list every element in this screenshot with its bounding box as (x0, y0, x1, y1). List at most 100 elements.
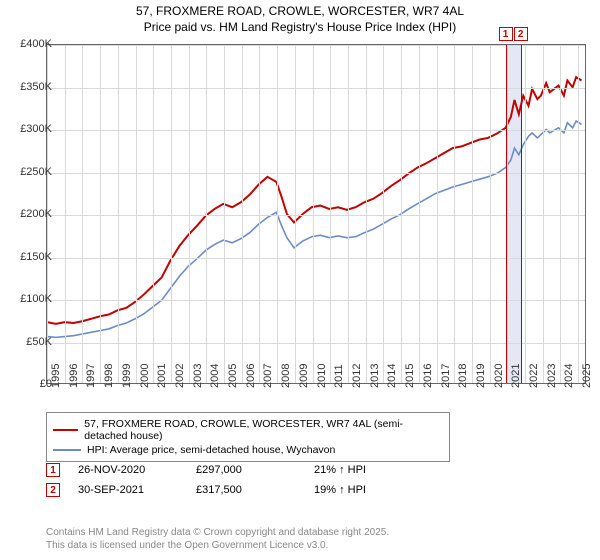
footer-line1: Contains HM Land Registry data © Crown c… (46, 526, 389, 539)
x-axis-label: 2000 (139, 364, 151, 388)
legend-item: HPI: Average price, semi-detached house,… (53, 443, 443, 457)
gridline-v (348, 45, 349, 383)
x-axis-label: 2023 (546, 364, 558, 388)
y-axis-label: £50K (26, 336, 52, 348)
gridline-v (437, 45, 438, 383)
x-axis-label: 2002 (174, 364, 186, 388)
gridline-v (242, 45, 243, 383)
x-axis-label: 2011 (333, 364, 345, 388)
date-cell: 30-SEP-2021 (78, 484, 178, 496)
price-cell: £317,500 (196, 484, 296, 496)
footer: Contains HM Land Registry data © Crown c… (46, 526, 389, 552)
gridline-v (419, 45, 420, 383)
x-axis-label: 2014 (386, 364, 398, 388)
plot-area: 12 (46, 44, 586, 384)
series-line-prop (47, 77, 582, 324)
x-axis-label: 2001 (156, 364, 168, 388)
gridline-v (118, 45, 119, 383)
data-table: 1 26-NOV-2020 £297,000 21% ↑ HPI 2 30-SE… (46, 460, 414, 500)
x-axis-label: 2010 (316, 364, 328, 388)
gridline-h (47, 343, 585, 344)
gridline-v (82, 45, 83, 383)
x-axis-label: 2021 (510, 364, 522, 388)
gridline-v (366, 45, 367, 383)
x-axis-label: 2012 (351, 364, 363, 388)
y-axis-label: £350K (20, 81, 52, 93)
legend-label: HPI: Average price, semi-detached house,… (87, 444, 335, 456)
y-axis-label: £150K (20, 251, 52, 263)
y-axis-label: £250K (20, 166, 52, 178)
gridline-v (259, 45, 260, 383)
x-axis-label: 2015 (404, 364, 416, 388)
gridline-v (560, 45, 561, 383)
marker-line (506, 45, 507, 383)
delta-cell: 21% ↑ HPI (314, 464, 414, 476)
y-axis-label: £200K (20, 208, 52, 220)
table-row: 2 30-SEP-2021 £317,500 19% ↑ HPI (46, 480, 414, 500)
gridline-h (47, 300, 585, 301)
gridline-v (507, 45, 508, 383)
gridline-v (189, 45, 190, 383)
title-line1: 57, FROXMERE ROAD, CROWLE, WORCESTER, WR… (0, 4, 600, 20)
gridline-v (313, 45, 314, 383)
gridline-v (136, 45, 137, 383)
y-axis-label: £300K (20, 123, 52, 135)
gridline-h (47, 258, 585, 259)
x-axis-label: 1998 (103, 364, 115, 388)
gridline-v (454, 45, 455, 383)
marker-box: 2 (514, 27, 528, 41)
gridline-v (153, 45, 154, 383)
legend-swatch-prop (53, 429, 78, 431)
x-axis-label: 2018 (457, 364, 469, 388)
gridline-h (47, 88, 585, 89)
x-axis-label: 2007 (262, 364, 274, 388)
x-axis-label: 2020 (493, 364, 505, 388)
gridline-v (171, 45, 172, 383)
x-axis-label: 2019 (475, 364, 487, 388)
gridline-h (47, 45, 585, 46)
x-axis-label: 1996 (68, 364, 80, 388)
gridline-h (47, 130, 585, 131)
gridline-v (383, 45, 384, 383)
chart-container: 57, FROXMERE ROAD, CROWLE, WORCESTER, WR… (0, 0, 600, 560)
marker-line (521, 45, 522, 383)
legend-item: 57, FROXMERE ROAD, CROWLE, WORCESTER, WR… (53, 417, 443, 443)
gridline-v (525, 45, 526, 383)
x-axis-label: 2009 (298, 364, 310, 388)
gridline-h (47, 215, 585, 216)
x-axis-label: 2005 (227, 364, 239, 388)
x-axis-label: 2013 (369, 364, 381, 388)
x-axis-label: 2008 (280, 364, 292, 388)
gridline-v (100, 45, 101, 383)
gridline-v (578, 45, 579, 383)
y-axis-label: £400K (20, 38, 52, 50)
series-line-hpi (47, 121, 582, 337)
x-axis-label: 1997 (85, 364, 97, 388)
legend-swatch-hpi (53, 449, 81, 451)
price-cell: £297,000 (196, 464, 296, 476)
gridline-h (47, 173, 585, 174)
chart-svg (47, 45, 585, 383)
gridline-v (295, 45, 296, 383)
delta-cell: 19% ↑ HPI (314, 484, 414, 496)
x-axis-label: 2025 (581, 364, 593, 388)
x-axis-label: 1995 (50, 364, 62, 388)
x-axis-label: 2006 (245, 364, 257, 388)
marker-badge: 2 (46, 483, 60, 497)
marker-box: 1 (499, 27, 513, 41)
x-axis-label: 2017 (440, 364, 452, 388)
x-axis-label: 1999 (121, 364, 133, 388)
legend: 57, FROXMERE ROAD, CROWLE, WORCESTER, WR… (46, 412, 450, 462)
date-cell: 26-NOV-2020 (78, 464, 178, 476)
footer-line2: This data is licensed under the Open Gov… (46, 539, 389, 552)
x-axis-label: 2016 (422, 364, 434, 388)
gridline-v (472, 45, 473, 383)
gridline-v (224, 45, 225, 383)
gridline-v (206, 45, 207, 383)
x-axis-label: 2024 (563, 364, 575, 388)
gridline-v (543, 45, 544, 383)
gridline-v (330, 45, 331, 383)
y-axis-label: £100K (20, 293, 52, 305)
gridline-v (65, 45, 66, 383)
gridline-v (490, 45, 491, 383)
